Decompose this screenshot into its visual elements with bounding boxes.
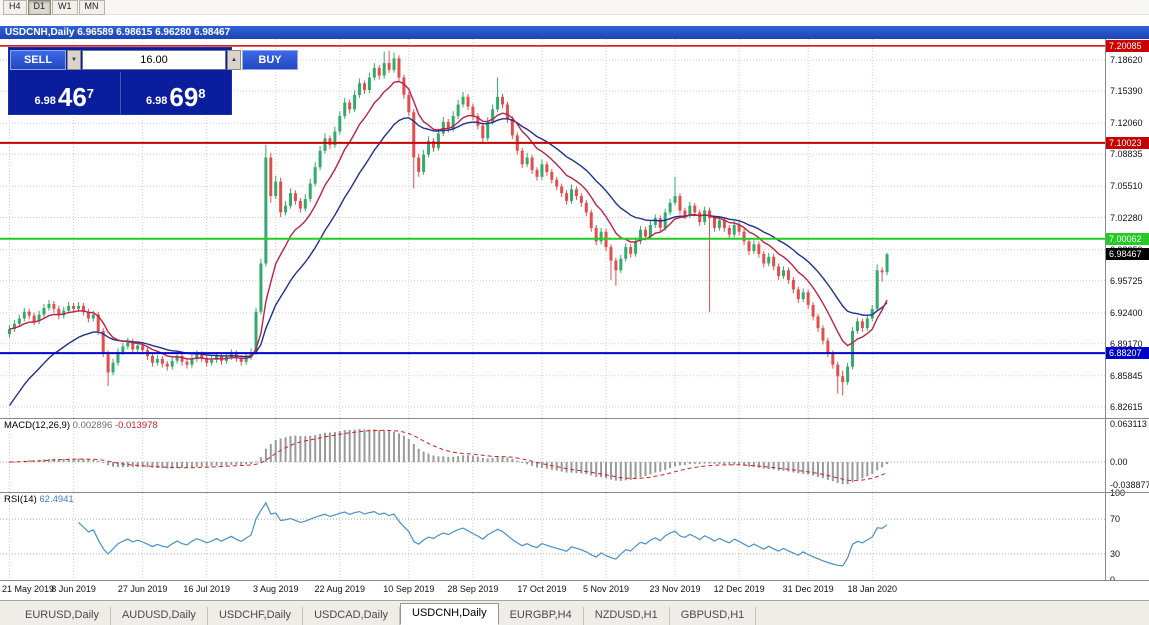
axis-price-label: 7.12060 [1110,118,1143,129]
axis-price-label: 7.18620 [1110,55,1143,65]
order-dropdown-button[interactable]: ▼ [67,50,81,70]
ask-price-sup: 8 [198,86,206,101]
rsi-axis-label: 30 [1110,548,1121,559]
rsi-canvas [0,493,1105,580]
rsi-axis-label: 100 [1110,488,1126,498]
rsi-label: RSI(14) 62.4941 [4,494,74,505]
bid-price-big: 46 [57,82,87,112]
timeframe-button-d1[interactable]: D1 [27,0,52,15]
macd-indicator-panel[interactable]: MACD(12,26,9) 0.002896 -0.013978 [0,419,1105,492]
current-price-badge: 6.98467 [1106,248,1149,261]
chart-tab-nzdusd[interactable]: NZDUSD,H1 [584,607,670,625]
chart-tab-audusd[interactable]: AUDUSD,Daily [111,607,208,625]
axis-price-label: 7.15390 [1110,86,1143,97]
macd-axis-label: 0.00 [1110,457,1128,467]
volume-input[interactable] [82,50,226,70]
buy-button[interactable]: BUY [242,50,298,70]
axis-price-label: 6.85845 [1110,370,1143,381]
triangle-down-icon: ▼ [71,57,77,63]
date-axis-label: 27 Jun 2019 [117,584,168,594]
macd-axis-label: -0.038877 [1110,480,1149,491]
date-axis-label: 23 Nov 2019 [649,584,701,594]
chart-tab-eurusd[interactable]: EURUSD,Daily [14,607,111,625]
axis-price-label: 7.08835 [1110,149,1143,160]
one-click-trading-panel: SELL ▼ ▲ BUY 6.98 46 7 6.98 69 8 [8,47,298,115]
triangle-up-icon: ▲ [231,57,237,63]
date-axis-label: 22 Aug 2019 [314,584,366,594]
bid-price-display[interactable]: 6.98 46 7 [9,72,120,114]
chart-tab-usdcnh[interactable]: USDCNH,Daily [400,603,499,625]
price-axis[interactable]: 7.18620 7.15390 7.12060 7.08835 7.05510 7.022… [1105,39,1149,580]
date-axis-label: 17 Oct 2019 [517,584,567,594]
ask-price-display[interactable]: 6.98 69 8 [119,72,232,114]
bid-price-small: 6.98 [34,95,56,107]
date-axis-label: 3 Aug 2019 [252,584,299,594]
volume-spinner-button[interactable]: ▲ [227,50,241,70]
sell-button[interactable]: SELL [10,50,66,70]
timeframe-button-mn[interactable]: MN [78,0,105,15]
chart-tab-usdcad[interactable]: USDCAD,Daily [303,607,401,625]
date-axis-label: 8 Jun 2019 [51,584,96,594]
macd-canvas [0,419,1105,492]
rsi-axis-label: 70 [1110,514,1121,525]
date-axis-label: 12 Dec 2019 [713,584,765,594]
bid-price-sup: 7 [86,86,95,101]
date-axis-label: 10 Sep 2019 [383,584,435,594]
date-axis-label: 31 Dec 2019 [782,584,834,594]
date-axis-label: 28 Sep 2019 [447,584,499,594]
axis-price-label: 6.82615 [1110,402,1143,412]
level-price-badge: 7.20085 [1106,39,1149,52]
axis-price-label: 6.89170 [1110,338,1143,349]
level-price-badge: 7.00062 [1106,232,1149,245]
date-axis-label: 21 May 2019 [2,584,55,594]
panel-separator[interactable] [0,418,1149,419]
axis-price-label: 7.02280 [1110,212,1143,223]
date-axis-label: 5 Nov 2019 [582,584,630,594]
chart-tab-eurgbp[interactable]: EURGBP,H4 [499,607,584,625]
axis-price-label: 6.92400 [1110,307,1143,318]
date-axis-label: 18 Jan 2020 [847,584,898,594]
macd-label: MACD(12,26,9) 0.002896 -0.013978 [4,420,158,431]
chart-window-titlebar[interactable]: USDCNH,Daily 6.96589 6.98615 6.96280 6.9… [0,26,1149,39]
rsi-axis-label: 0 [1110,575,1116,580]
ask-price-big: 69 [169,82,199,112]
rsi-indicator-panel[interactable]: RSI(14) 62.4941 [0,493,1105,580]
level-price-badge: 6.88207 [1106,347,1149,360]
macd-axis-label: 0.063113 [1110,419,1147,430]
chart-tab-usdchf[interactable]: USDCHF,Daily [208,607,304,625]
panel-separator [0,580,1149,581]
date-axis-label: 16 Jul 2019 [183,584,230,594]
panel-separator[interactable] [0,492,1149,493]
axis-price-label: 6.95725 [1110,275,1143,286]
timeframe-button-w1[interactable]: W1 [52,0,78,15]
timeframe-toolbar: H4 D1 W1 MN [0,0,1149,15]
date-axis[interactable]: 21 May 2019 8 Jun 2019 27 Jun 2019 16 Jul 2… [0,581,1105,600]
axis-price-label: 7.05510 [1110,181,1143,192]
chart-title: USDCNH,Daily 6.96589 6.98615 6.96280 6.9… [5,27,231,38]
price-chart-canvas[interactable] [0,39,1105,418]
chart-tab-gbpusd[interactable]: GBPUSD,H1 [670,607,757,625]
chart-tabs-bar: EURUSD,Daily AUDUSD,Daily USDCHF,Daily USDC… [0,600,1149,625]
ask-price-small: 6.98 [145,95,168,107]
level-price-badge: 7.10023 [1106,136,1149,149]
timeframe-button-h4[interactable]: H4 [3,0,27,15]
